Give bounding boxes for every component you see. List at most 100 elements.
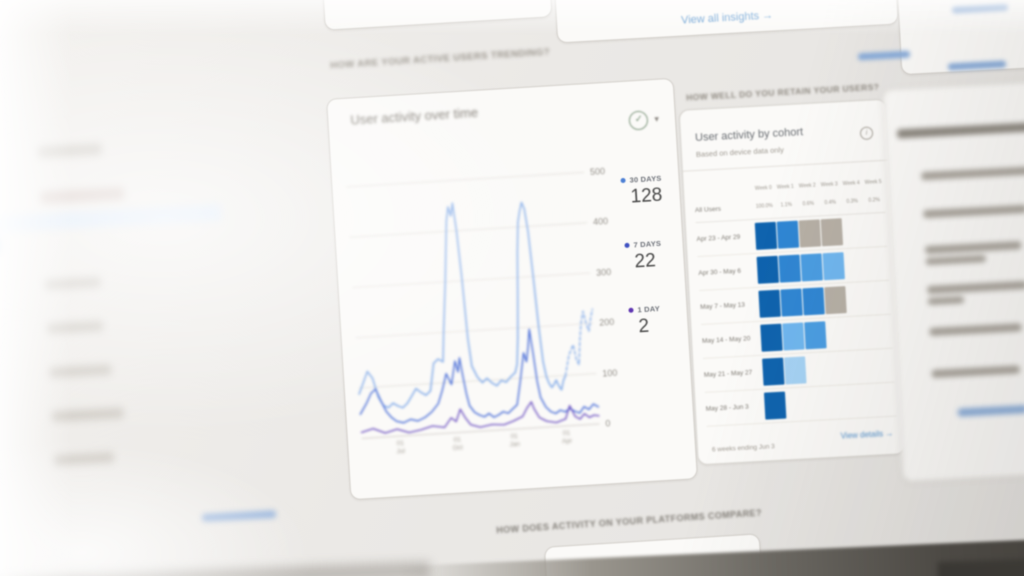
blurred-sidebar-item bbox=[53, 451, 115, 467]
blurred-list-item bbox=[925, 254, 987, 266]
all-users-value: 1.1% bbox=[780, 201, 793, 209]
blurred-list-item bbox=[925, 241, 1022, 255]
y-tick-label: 300 bbox=[595, 266, 612, 278]
y-tick-label: 100 bbox=[602, 367, 618, 379]
cohort-cell bbox=[760, 323, 783, 352]
cohort-cell bbox=[778, 254, 801, 283]
top-left-card-edge bbox=[319, 0, 553, 31]
y-tick-label: 0 bbox=[605, 418, 611, 429]
cohort-cell-empty bbox=[806, 355, 828, 383]
blurred-heading bbox=[896, 121, 1024, 139]
x-tick-label: 01 Jan bbox=[509, 432, 521, 448]
chart-filter-control[interactable]: ✓ ▾ bbox=[628, 110, 660, 131]
cohort-cell bbox=[800, 253, 823, 282]
legend-dot-icon bbox=[628, 307, 634, 313]
cohort-cell-empty bbox=[868, 284, 890, 312]
gridline bbox=[349, 222, 588, 238]
cohort-subtitle: Based on device data only bbox=[695, 145, 785, 160]
legend-item[interactable]: 30 DAYS 128 bbox=[620, 173, 678, 208]
blurred-list-item bbox=[931, 365, 1020, 378]
cohort-cell bbox=[758, 289, 781, 318]
user-activity-card: User activity over time ✓ ▾ 01 Jul 01 Oct 01… bbox=[326, 77, 698, 501]
legend-item[interactable]: 7 DAYS 22 bbox=[624, 238, 682, 273]
legend-item[interactable]: 1 DAY 2 bbox=[628, 303, 686, 338]
legend-value: 22 bbox=[633, 250, 657, 273]
cohort-cell-empty bbox=[870, 318, 892, 346]
legend-dot-icon bbox=[624, 242, 630, 249]
cohort-cell bbox=[782, 322, 805, 351]
gridline bbox=[355, 322, 594, 339]
cohort-cell bbox=[756, 255, 780, 284]
cohort-cell bbox=[804, 321, 827, 350]
top-insights-card: View all insights → bbox=[551, 0, 899, 44]
cohort-cell bbox=[762, 357, 785, 386]
week-header: Week 2 bbox=[798, 182, 816, 190]
all-users-value: 0.3% bbox=[846, 198, 859, 205]
cohort-table: Week 0 Week 1 Week 2 Week 3 Week 4 Week 5 All… bbox=[694, 176, 897, 427]
cohort-cell-empty bbox=[848, 319, 870, 347]
legend-label: 7 DAYS bbox=[633, 238, 662, 250]
week-header: Week 5 bbox=[864, 179, 882, 186]
all-users-value: 0.2% bbox=[868, 197, 881, 204]
cohort-cell-empty bbox=[844, 251, 866, 279]
cohort-row-label: May 28 - Jun 3 bbox=[705, 403, 749, 413]
view-all-insights-link[interactable]: View all insights → bbox=[680, 9, 774, 27]
cohort-cell-empty bbox=[852, 387, 874, 415]
legend-label: 1 DAY bbox=[637, 304, 661, 315]
legend-dot-icon bbox=[620, 177, 626, 184]
cohort-cell-empty bbox=[843, 217, 865, 245]
y-tick-label: 500 bbox=[589, 166, 606, 178]
cohort-cell bbox=[822, 252, 845, 281]
cohort-row-label: May 7 - May 13 bbox=[700, 301, 746, 311]
cohort-cell-empty bbox=[786, 390, 808, 418]
blurred-sidebar-item bbox=[49, 363, 112, 379]
section-header-platforms: HOW DOES ACTIVITY ON YOUR PLATFORMS COMP… bbox=[495, 507, 763, 536]
cohort-cell bbox=[802, 287, 825, 316]
chevron-down-icon: ▾ bbox=[654, 113, 660, 124]
y-tick-label: 200 bbox=[598, 317, 615, 328]
activity-line-chart bbox=[346, 172, 600, 439]
legend-label: 30 DAYS bbox=[629, 173, 662, 185]
section-header-trending: HOW ARE YOUR ACTIVE USERS TRENDING? bbox=[329, 46, 551, 72]
monitor-bezel bbox=[937, 557, 1024, 576]
week-header: Week 3 bbox=[820, 181, 838, 189]
cohort-period-label: 6 weeks ending Jun 3 bbox=[711, 443, 775, 454]
cohort-cell bbox=[798, 219, 822, 248]
x-tick-label: 01 Oct bbox=[452, 436, 464, 452]
divider bbox=[682, 159, 889, 172]
cohort-cell-empty bbox=[830, 388, 852, 416]
week-header: Week 1 bbox=[776, 183, 794, 191]
activity-plot-area bbox=[346, 172, 600, 439]
gridline bbox=[346, 172, 585, 188]
week-header: Week 4 bbox=[842, 180, 860, 188]
check-circle-icon: ✓ bbox=[628, 110, 649, 131]
cohort-cell bbox=[776, 220, 800, 249]
sidebar-selected-item[interactable] bbox=[0, 203, 222, 234]
legend-value: 128 bbox=[629, 184, 663, 208]
week-header: Week 0 bbox=[754, 184, 772, 192]
cohort-cell-empty bbox=[850, 353, 872, 381]
info-icon[interactable]: i bbox=[859, 126, 874, 141]
cohort-cell bbox=[763, 391, 787, 420]
blurred-link[interactable] bbox=[957, 404, 1024, 417]
cohort-cell-empty bbox=[808, 389, 830, 417]
blurred-list-item bbox=[921, 166, 1024, 181]
sidebar-nav[interactable] bbox=[0, 82, 239, 534]
view-details-link[interactable]: View details → bbox=[840, 428, 894, 441]
cohort-cell-empty bbox=[874, 386, 896, 414]
cohort-cell bbox=[824, 286, 847, 315]
blurred-list-item bbox=[927, 296, 965, 306]
cohort-card: User activity by cohort Based on device … bbox=[678, 98, 906, 466]
blurred-list-item bbox=[929, 323, 1022, 337]
series-30-days bbox=[358, 201, 567, 409]
blurred-list-item bbox=[923, 204, 1024, 219]
y-tick-label: 400 bbox=[592, 216, 609, 228]
blurred-sidebar-item bbox=[46, 320, 104, 335]
blurred-sidebar-item bbox=[37, 143, 102, 159]
x-tick-label: 01 Apr bbox=[561, 429, 573, 445]
blurred-sidebar-item bbox=[51, 407, 124, 423]
gridline bbox=[352, 272, 591, 288]
x-tick-label: 01 Jul bbox=[396, 439, 406, 455]
